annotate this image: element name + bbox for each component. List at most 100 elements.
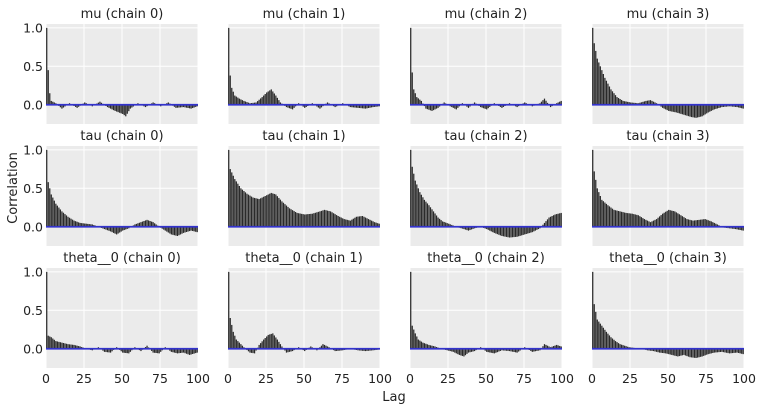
- acf-bar: [419, 340, 421, 349]
- acf-bar: [713, 348, 715, 353]
- acf-bar: [291, 348, 294, 352]
- acf-bar: [551, 346, 553, 349]
- acf-bar: [738, 348, 740, 353]
- acf-bar: [320, 104, 323, 108]
- acf-bar: [443, 221, 445, 227]
- acf-bar: [146, 345, 148, 349]
- acf-bar: [123, 104, 125, 116]
- acf-bar: [314, 212, 316, 227]
- acf-bar: [616, 342, 618, 349]
- acf-bar: [293, 211, 295, 227]
- acf-bar: [255, 102, 257, 105]
- acf-bar: [278, 100, 280, 105]
- acf-bar: [557, 102, 559, 105]
- acf-bar: [701, 348, 703, 357]
- y-axis-label: Correlation: [6, 152, 21, 224]
- acf-bar: [680, 104, 682, 114]
- acf-bar: [304, 104, 306, 108]
- acf-bar: [428, 344, 430, 349]
- acf-bar: [179, 104, 182, 108]
- acf-bar: [67, 344, 69, 349]
- acf-bar: [492, 226, 494, 233]
- acf-bar: [628, 102, 630, 105]
- acf-bar: [228, 271, 230, 349]
- acf-bar: [721, 348, 723, 352]
- acf-bar: [49, 188, 51, 227]
- acf-bar: [736, 348, 738, 353]
- acf-bar: [502, 104, 505, 107]
- acf-bar: [176, 226, 179, 236]
- acf-bar: [525, 226, 527, 234]
- acf-bar: [736, 104, 738, 108]
- acf-bar: [663, 348, 665, 354]
- y-tick-label: 1.0: [23, 20, 43, 35]
- acf-bar: [411, 72, 413, 105]
- acf-bar: [331, 212, 333, 227]
- acf-bar: [672, 211, 674, 227]
- x-tick-label: 75: [152, 371, 168, 386]
- acf-bar: [337, 348, 339, 351]
- acf-bar: [181, 226, 183, 234]
- acf-bar: [658, 216, 661, 227]
- acf-bar: [508, 348, 511, 352]
- acf-bar: [74, 345, 77, 349]
- x-tick-label: 50: [478, 371, 494, 386]
- acf-bar: [649, 348, 652, 351]
- acf-bar: [429, 207, 432, 227]
- acf-bar: [357, 216, 359, 227]
- acf-bar: [246, 193, 248, 227]
- acf-bar: [620, 211, 623, 227]
- acf-bar: [288, 348, 291, 352]
- acf-bar: [105, 226, 107, 230]
- acf-bar: [617, 343, 620, 349]
- acf-bar: [322, 210, 324, 227]
- acf-bar: [377, 223, 379, 227]
- acf-bar: [76, 104, 78, 108]
- acf-bar: [269, 90, 271, 105]
- acf-bar: [672, 104, 674, 112]
- acf-bar: [47, 70, 49, 105]
- acf-bar: [454, 104, 456, 109]
- acf-bar: [336, 348, 338, 351]
- acf-bar: [64, 214, 66, 227]
- acf-bar: [556, 344, 558, 349]
- acf-bar: [364, 104, 367, 109]
- acf-bar: [425, 201, 427, 227]
- acf-bar: [114, 104, 116, 111]
- acf-bar: [675, 348, 677, 357]
- acf-bar: [733, 226, 735, 229]
- acf-bar: [272, 333, 274, 349]
- acf-bar: [432, 104, 435, 111]
- acf-bar: [700, 104, 702, 117]
- acf-bar: [59, 209, 62, 227]
- acf-bar: [52, 101, 54, 105]
- acf-bar: [463, 226, 465, 230]
- acf-bar: [269, 193, 271, 227]
- acf-bar: [601, 70, 603, 105]
- acf-bar: [624, 101, 626, 105]
- acf-bar: [67, 216, 69, 227]
- acf-bar: [47, 335, 49, 349]
- acf-bar: [250, 348, 253, 353]
- acf-bar: [79, 222, 81, 227]
- acf-bar: [434, 104, 436, 110]
- acf-bar: [176, 348, 179, 354]
- acf-bar: [712, 222, 714, 227]
- acf-bar: [470, 348, 473, 352]
- acf-bar: [692, 348, 694, 358]
- acf-bar: [47, 182, 49, 227]
- acf-bar: [249, 348, 251, 353]
- acf-bar: [665, 348, 667, 354]
- acf-bar: [542, 346, 544, 349]
- acf-bar: [173, 226, 176, 236]
- acf-bar: [59, 342, 62, 349]
- acf-bar: [643, 219, 646, 227]
- acf-bar: [193, 226, 195, 232]
- acf-bar: [510, 348, 512, 352]
- acf-bar: [310, 346, 312, 349]
- acf-bar: [275, 194, 277, 227]
- y-tick-label: 0.0: [23, 97, 43, 112]
- acf-bar: [721, 104, 723, 108]
- acf-bar: [645, 100, 647, 105]
